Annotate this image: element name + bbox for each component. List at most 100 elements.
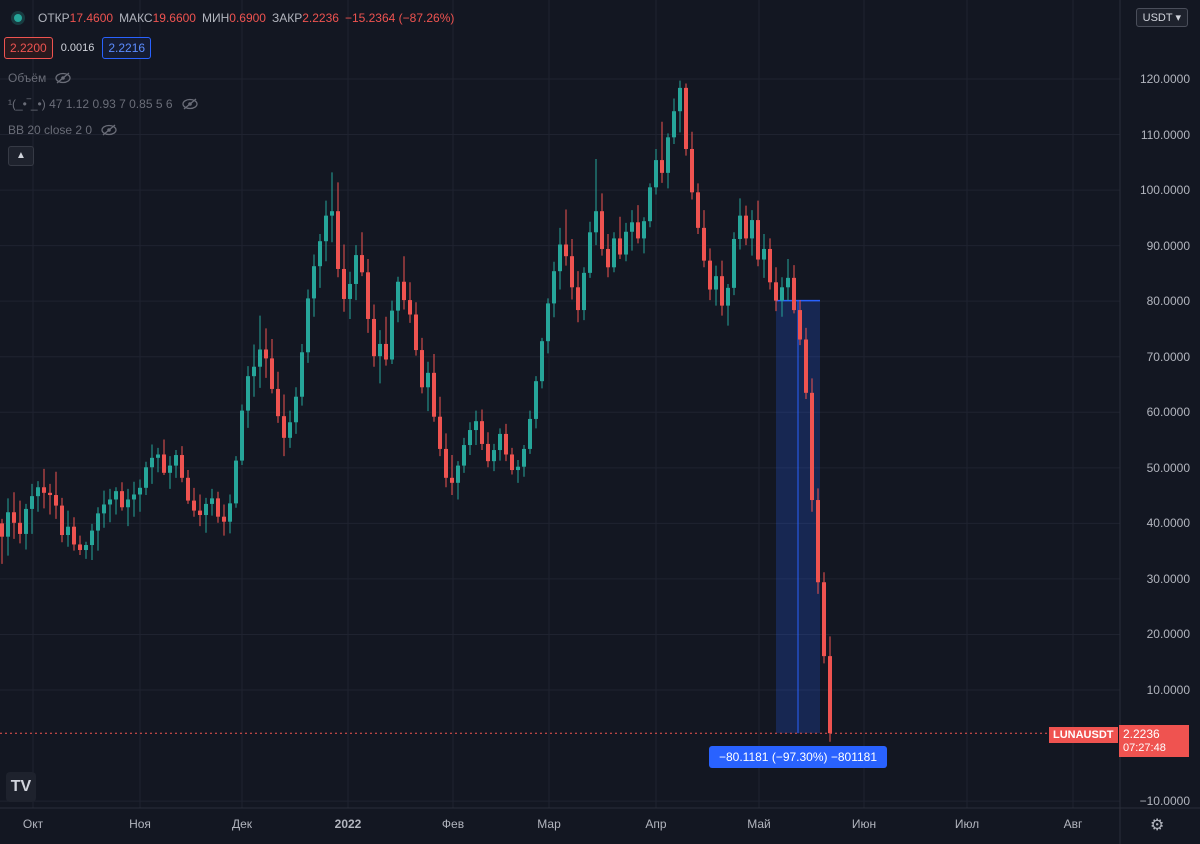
candle-body — [540, 341, 544, 382]
candle-body — [30, 496, 34, 509]
eye-off-icon[interactable] — [100, 124, 118, 136]
candle — [414, 302, 418, 356]
candle — [480, 409, 484, 451]
price-tick-label: 50.0000 — [1146, 460, 1190, 475]
candle-body — [390, 310, 394, 360]
status-dot-icon — [14, 14, 22, 22]
candle-body — [780, 287, 784, 301]
indicator-volume[interactable]: Объём — [8, 71, 72, 85]
price-tick-label: 20.0000 — [1146, 627, 1190, 642]
candle — [6, 498, 10, 556]
candle-body — [18, 522, 22, 534]
candle — [252, 344, 256, 397]
candle — [234, 456, 238, 508]
countdown: 07:27:48 — [1123, 742, 1166, 754]
time-tick-label: Май — [747, 817, 771, 831]
candle-body — [204, 503, 208, 516]
close-label: ЗАКР — [271, 11, 303, 25]
candle — [444, 433, 448, 488]
candle — [204, 497, 208, 533]
candle — [486, 432, 490, 468]
candle-body — [564, 244, 568, 257]
candle-body — [552, 271, 556, 304]
candle-body — [456, 465, 460, 483]
candle-body — [84, 545, 88, 551]
candle — [606, 233, 610, 278]
gear-icon[interactable]: ⚙ — [1150, 817, 1165, 834]
eye-off-icon[interactable] — [54, 72, 72, 84]
candle — [696, 183, 700, 234]
candle — [180, 446, 184, 483]
candle-body — [828, 656, 832, 734]
low-value: 0.6900 — [229, 11, 266, 25]
measure-tool[interactable] — [776, 299, 820, 734]
eye-off-icon[interactable] — [181, 98, 199, 110]
candle-body — [384, 343, 388, 360]
candle — [36, 481, 40, 512]
candle — [228, 494, 232, 534]
tradingview-logo-icon[interactable]: TV — [6, 772, 36, 802]
candle-body — [294, 396, 298, 423]
candle — [450, 455, 454, 496]
candle — [84, 541, 88, 559]
candle-body — [504, 433, 508, 455]
candle-body — [648, 187, 652, 222]
candle — [624, 222, 628, 262]
candle-body — [474, 421, 478, 431]
candle — [0, 518, 4, 564]
time-tick-label: Окт — [22, 817, 44, 831]
candle-body — [618, 238, 622, 255]
candle — [642, 217, 646, 254]
candle-body — [534, 381, 538, 419]
candle — [12, 492, 16, 539]
candle-body — [588, 232, 592, 273]
candle — [726, 283, 730, 326]
candle-body — [66, 526, 70, 536]
candle-body — [324, 215, 328, 242]
candle-body — [480, 421, 484, 444]
sell-button[interactable]: 2.2200 — [4, 37, 53, 59]
buy-button[interactable]: 2.2216 — [102, 37, 152, 59]
candle — [312, 254, 316, 317]
chevron-down-icon: ▾ — [1175, 12, 1181, 24]
candle — [426, 361, 430, 412]
symbol-badge: LUNAUSDT — [1049, 727, 1118, 743]
candle-body — [582, 272, 586, 311]
indicator-bb[interactable]: BB 20 close 2 0 — [8, 123, 118, 137]
candle — [576, 271, 580, 323]
candle-body — [36, 487, 40, 497]
candle — [612, 232, 616, 273]
candle — [396, 276, 400, 323]
currency-selector[interactable]: USDT ▾ — [1135, 8, 1188, 27]
candle — [192, 487, 196, 517]
collapse-legend-button[interactable]: ▲ — [8, 146, 34, 166]
currency-label: USDT — [1142, 12, 1173, 24]
time-tick-label: Авг — [1063, 817, 1083, 831]
candle — [828, 636, 832, 742]
candle-body — [762, 248, 766, 260]
candle-body — [606, 248, 610, 268]
candle — [222, 504, 226, 536]
candle-body — [0, 523, 4, 537]
candle-body — [222, 516, 226, 522]
candle-body — [600, 211, 604, 249]
candle — [210, 488, 214, 516]
candle — [630, 210, 634, 251]
candle — [90, 523, 94, 561]
candle-body — [498, 433, 502, 451]
indicator-custom[interactable]: ¹(_•‾_•) 47 1.12 0.93 7 0.85 5 6 — [8, 97, 199, 111]
candle-body — [528, 418, 532, 449]
candle — [438, 396, 442, 457]
time-tick-label: Фев — [441, 817, 465, 831]
candle — [588, 221, 592, 278]
candle-body — [270, 358, 274, 389]
candle-body — [744, 215, 748, 239]
candle-body — [12, 512, 16, 523]
candle-body — [810, 392, 814, 501]
candles — [0, 80, 832, 742]
open-label: ОТКР — [38, 11, 70, 25]
candle-body — [654, 160, 658, 188]
candle-body — [756, 220, 760, 260]
candle — [330, 172, 334, 243]
